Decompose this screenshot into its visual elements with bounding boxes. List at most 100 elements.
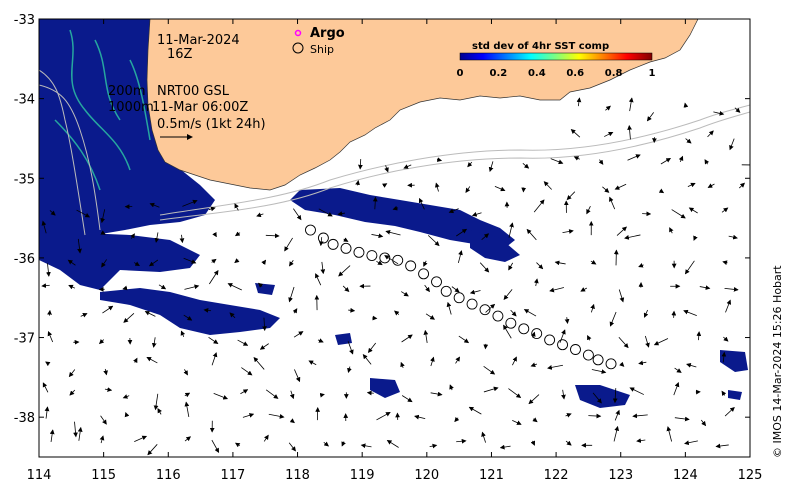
current-arrow — [721, 207, 729, 213]
current-arrow — [471, 212, 482, 217]
current-arrow — [253, 356, 265, 370]
current-arrow — [457, 250, 463, 264]
current-arrow — [100, 415, 107, 425]
current-arrow — [259, 343, 269, 350]
current-arrow — [550, 158, 564, 165]
current-arrow — [530, 440, 536, 446]
current-arrow — [100, 209, 106, 224]
y-axis-ticks: -33 -34 -35 -36 -37 -38 — [14, 13, 750, 426]
x-tick-label: 125 — [738, 468, 763, 483]
y-tick-label: -37 — [14, 332, 35, 347]
date-label: 11-Mar-2024 — [157, 33, 240, 48]
current-arrow — [376, 260, 383, 266]
current-arrow — [456, 438, 467, 444]
current-arrow — [347, 366, 352, 373]
current-arrow — [449, 384, 454, 391]
current-arrow — [360, 443, 372, 449]
colorbar-tick-label: 0.8 — [605, 68, 623, 79]
current-arrow — [627, 154, 641, 161]
land-australia — [146, 19, 699, 191]
current-arrow — [289, 390, 295, 400]
current-arrow — [263, 434, 269, 442]
current-arrow — [403, 164, 412, 169]
current-arrow — [123, 313, 135, 323]
current-arrow — [587, 334, 592, 341]
current-arrow — [265, 389, 279, 399]
ship-position-marker — [327, 238, 339, 250]
current-arrow — [257, 282, 264, 288]
current-arrow — [590, 259, 597, 265]
current-arrow — [530, 362, 538, 367]
current-arrow — [234, 203, 239, 211]
current-arrow — [619, 361, 625, 367]
current-arrow — [348, 307, 356, 313]
current-arrow — [67, 259, 76, 266]
current-arrow — [629, 387, 644, 395]
current-arrow — [425, 313, 435, 320]
current-arrow — [456, 228, 468, 237]
current-arrow — [208, 206, 216, 212]
current-arrow — [68, 284, 76, 290]
current-arrow — [384, 255, 399, 265]
current-arrow — [401, 395, 413, 403]
product-time-label: 11-Mar 06:00Z — [152, 100, 248, 115]
current-arrow — [362, 354, 372, 365]
current-arrow — [256, 212, 264, 218]
ship-marker-icon — [292, 42, 304, 54]
current-arrow — [384, 165, 389, 173]
current-arrow — [713, 110, 725, 116]
current-arrow — [100, 230, 106, 235]
current-arrow — [570, 128, 581, 138]
current-arrow — [343, 237, 349, 242]
current-arrow — [451, 286, 460, 293]
current-arrow — [242, 413, 255, 418]
current-arrow — [658, 188, 665, 194]
ship-position-marker — [366, 250, 378, 261]
y-tick-label: -36 — [14, 252, 35, 267]
current-arrow — [315, 273, 322, 286]
current-arrow — [157, 408, 162, 415]
current-arrow — [693, 235, 698, 241]
current-arrow — [522, 162, 530, 169]
current-arrow — [454, 416, 460, 423]
x-tick-label: 118 — [285, 468, 310, 483]
current-arrow — [323, 441, 329, 447]
current-arrow — [46, 263, 51, 277]
current-arrow — [212, 231, 217, 238]
credit-text: © IMOS 14-Mar-2024 15:26 Hobart — [771, 265, 784, 458]
current-arrow — [77, 238, 82, 254]
current-arrow — [69, 389, 76, 396]
ship-position-marker — [531, 328, 543, 340]
current-arrow — [320, 261, 326, 275]
ship-track — [305, 224, 617, 370]
current-arrow — [512, 356, 517, 366]
current-arrow — [573, 156, 580, 161]
colorbar — [459, 52, 653, 61]
x-tick-label: 120 — [414, 468, 439, 483]
current-arrow — [294, 369, 301, 383]
current-arrow — [467, 161, 473, 168]
current-arrow — [211, 352, 218, 366]
current-arrow — [688, 207, 698, 214]
current-arrow — [401, 334, 413, 343]
current-arrow — [483, 365, 496, 375]
current-arrow — [203, 307, 212, 313]
ship-position-marker — [340, 242, 352, 254]
current-arrow — [146, 356, 158, 364]
current-arrow — [687, 182, 696, 188]
current-arrow — [342, 285, 350, 293]
ship-position-marker — [453, 292, 465, 304]
current-arrow — [704, 159, 710, 165]
current-arrow — [41, 283, 50, 289]
current-arrow — [627, 124, 632, 140]
current-arrow — [430, 391, 443, 397]
x-tick-label: 121 — [479, 468, 504, 483]
current-arrow — [465, 186, 471, 193]
colorbar-tick-label: 1 — [649, 68, 656, 79]
current-arrow — [604, 131, 614, 137]
current-arrow — [554, 260, 566, 266]
current-arrow — [367, 342, 377, 354]
current-arrow — [229, 312, 236, 319]
current-arrow — [102, 305, 114, 314]
